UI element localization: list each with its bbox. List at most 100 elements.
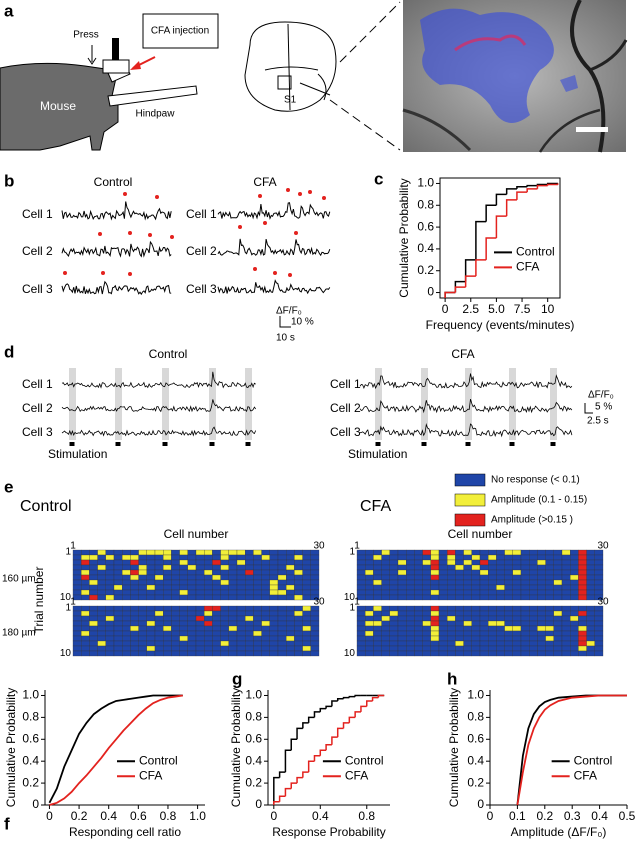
heatmap-cell <box>269 579 279 586</box>
heatmap-cell <box>294 630 303 637</box>
heatmap-cell <box>561 625 571 632</box>
heatmap-cell <box>414 635 423 642</box>
brain-diagram <box>244 1 401 151</box>
y-tick-label: 0 <box>32 797 39 811</box>
heatmap-cell <box>594 574 604 581</box>
heatmap-cell <box>438 564 448 571</box>
heatmap-cell <box>130 594 139 601</box>
heatmap-cell <box>389 615 399 622</box>
heatmap-cell <box>163 564 172 571</box>
heatmap-cell <box>122 569 131 576</box>
heatmap-cell <box>97 574 106 581</box>
heatmap-cell <box>463 584 472 591</box>
heatmap-cell <box>561 610 571 617</box>
heatmap-cell <box>163 645 172 652</box>
heatmap-cell <box>512 579 522 586</box>
heatmap-cell <box>269 574 279 581</box>
heatmap-cell <box>447 584 456 591</box>
heatmap-cell <box>365 584 374 591</box>
axis-title: Trial number <box>32 567 46 634</box>
heatmap-cell <box>422 625 431 632</box>
heatmap-cell <box>146 594 156 601</box>
heatmap-cell <box>406 569 415 576</box>
heatmap-cell <box>187 615 197 622</box>
heatmap-cell <box>422 584 431 591</box>
heatmap-cell <box>138 650 147 657</box>
heatmap-cell <box>89 625 98 632</box>
cell-label: Cell 3 <box>22 282 53 296</box>
heatmap-cell <box>89 589 98 596</box>
step-segment <box>475 259 487 277</box>
heatmap-cell <box>171 620 180 627</box>
heatmap-cell <box>545 645 554 652</box>
heatmap-cell <box>130 569 139 576</box>
heatmap-cell <box>286 549 295 556</box>
heatmap-cell <box>397 610 407 617</box>
trace <box>359 423 573 438</box>
cell-label: Cell 1 <box>22 207 53 221</box>
stimulation-label: Stimulation <box>48 447 107 461</box>
heatmap-cell <box>261 620 270 627</box>
heatmap-cell <box>195 584 205 591</box>
heatmap-cell <box>594 650 604 657</box>
heatmap-cell <box>578 549 587 556</box>
heatmap-cell <box>447 645 456 652</box>
x-axis-title: Responding cell ratio <box>69 825 181 839</box>
heatmap-cell <box>373 579 382 586</box>
heatmap-cell <box>130 615 139 622</box>
heatmap-cell <box>389 650 399 657</box>
heatmap-cell <box>594 615 604 622</box>
heatmap-cell <box>553 549 563 556</box>
heatmap-cell <box>195 615 205 622</box>
heatmap-cell <box>179 610 188 617</box>
step-segment <box>273 800 280 805</box>
heatmap-cell <box>72 630 82 637</box>
panel-label: d <box>4 342 14 361</box>
heatmap-cell <box>479 630 489 637</box>
heatmap-cell <box>294 554 303 561</box>
heatmap-cell <box>389 554 399 561</box>
heatmap-cell <box>512 650 522 657</box>
x-tick-label: 0 <box>487 809 494 823</box>
heatmap-cell <box>187 650 197 657</box>
heatmap-cell <box>277 579 287 586</box>
heatmap-cell <box>163 549 172 556</box>
heatmap-cell <box>438 559 448 566</box>
heatmap-cell <box>373 615 382 622</box>
heatmap-cell <box>381 584 390 591</box>
event-dot <box>63 271 67 275</box>
step-segment <box>495 193 507 206</box>
heatmap-cell <box>179 554 188 561</box>
heatmap-cell <box>187 594 197 601</box>
heatmap-cell <box>302 640 311 647</box>
heatmap-cell <box>146 579 156 586</box>
heatmap-cell <box>586 630 595 637</box>
heatmap-cell <box>286 605 295 612</box>
heatmap-cell <box>187 645 197 652</box>
heatmap-cell <box>578 579 587 586</box>
heatmap-cell <box>228 569 238 576</box>
heatmap-cell <box>570 589 579 596</box>
heatmap-cell <box>381 579 390 586</box>
y-tick-label: 0.8 <box>417 197 434 211</box>
heatmap-cell <box>447 594 456 601</box>
step-segment <box>454 286 466 293</box>
heatmap-cell <box>422 635 431 642</box>
heatmap-cell <box>504 610 513 617</box>
heatmap-cell <box>438 549 448 556</box>
heatmap-cell <box>397 549 407 556</box>
y-tick-label: 0.4 <box>245 753 262 767</box>
stimulus-window <box>465 368 472 440</box>
heatmap-cell <box>520 589 530 596</box>
heatmap-cell <box>269 610 279 617</box>
heatmap-cell <box>245 574 254 581</box>
heatmap-cell <box>228 635 238 642</box>
heatmap-cell <box>414 610 423 617</box>
heatmap-cell <box>381 645 390 652</box>
heatmap-cell <box>97 615 106 622</box>
step-segment <box>290 782 298 789</box>
legend-label: CFA <box>345 768 368 782</box>
heatmap-cell <box>520 635 530 642</box>
heatmap-cell <box>504 554 513 561</box>
heatmap-cell <box>122 559 131 566</box>
